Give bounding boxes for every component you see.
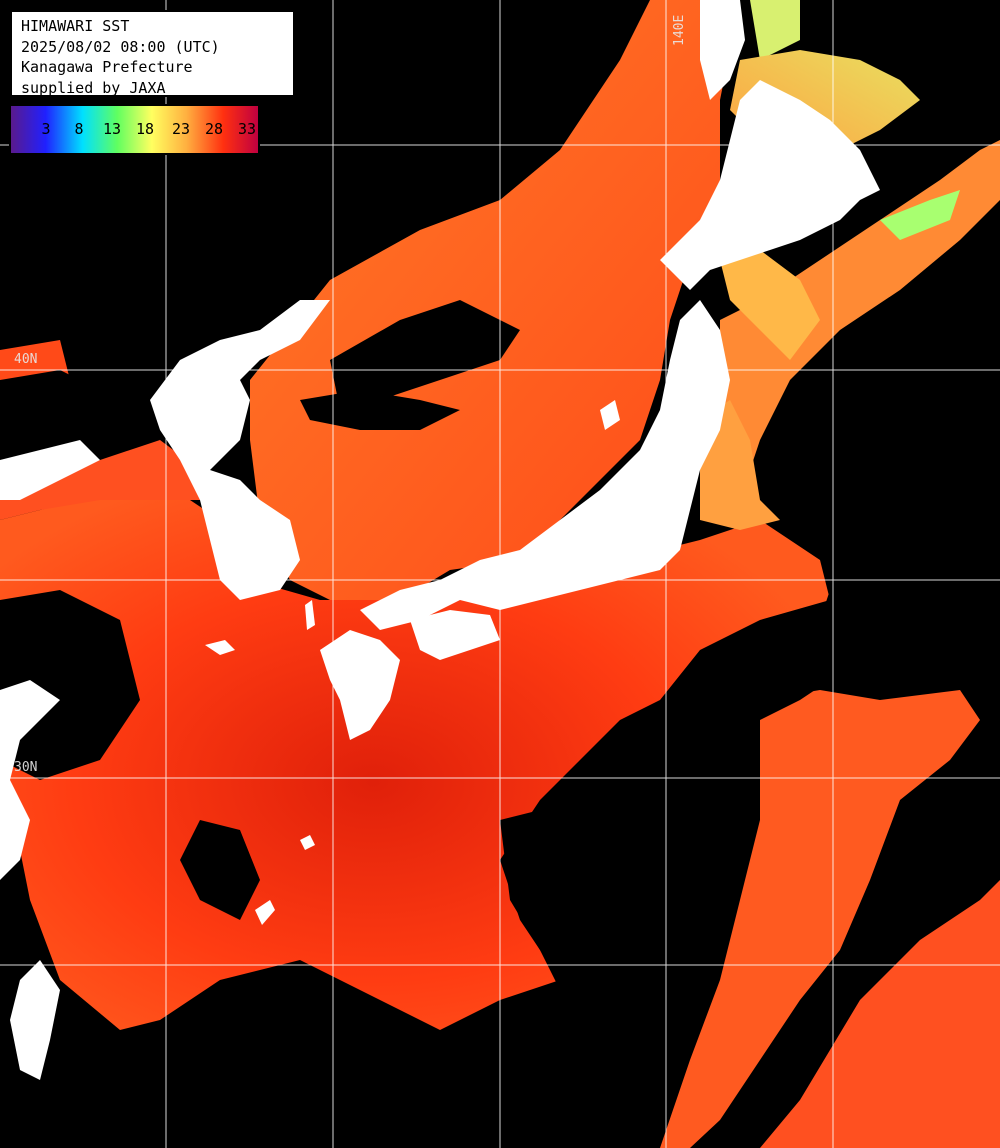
legend-tick-23: 23 <box>171 120 191 138</box>
cloud-patch-5 <box>330 640 860 1148</box>
legend-tick-18: 18 <box>135 120 155 138</box>
legend-tick-28: 28 <box>204 120 224 138</box>
legend-tick-8: 8 <box>74 120 84 138</box>
pacific-east-band <box>700 140 1000 520</box>
pacific-hokkaido-band <box>720 250 820 360</box>
honshu-land <box>360 300 730 630</box>
legend-gradient-bar <box>11 106 258 153</box>
sado-island <box>600 400 620 430</box>
korea-land <box>150 300 330 600</box>
tsushima-island <box>305 600 315 630</box>
hokkaido-land <box>660 80 880 290</box>
legend-tick-33: 33 <box>237 120 257 138</box>
kyushu-land <box>320 630 400 740</box>
credit-text: supplied by JAXA <box>21 78 166 97</box>
region-name: Kanagawa Prefecture <box>21 58 193 76</box>
color-scale-legend: 3 8 13 18 23 28 33 <box>9 104 260 155</box>
pacific-se-band <box>660 690 980 1148</box>
cloud-patch-3 <box>0 590 140 780</box>
product-title: HIMAWARI SST <box>21 17 130 35</box>
amami-island <box>300 835 315 850</box>
label-30n: 30N <box>14 760 38 775</box>
okinawa-island <box>255 900 275 925</box>
info-box: HIMAWARI SST 2025/08/02 08:00 (UTC) Kana… <box>10 10 295 97</box>
cloud-patch-7 <box>0 1040 180 1148</box>
china-land <box>0 440 100 500</box>
sakhalin-land <box>700 0 745 100</box>
jeju-island <box>205 640 235 655</box>
label-140e: 140E <box>672 14 687 46</box>
tohoku-coast-band <box>700 400 780 530</box>
timestamp: 2025/08/02 08:00 (UTC) <box>21 37 220 56</box>
legend-tick-13: 13 <box>102 120 122 138</box>
cloud-patch-2 <box>300 390 460 430</box>
cloud-patch-8 <box>820 480 1000 690</box>
cloud-patch-1 <box>330 300 520 410</box>
legend-tick-3: 3 <box>41 120 51 138</box>
sea-of-japan <box>250 0 740 600</box>
shikoku-land <box>410 610 500 660</box>
cloud-patch-4 <box>0 370 160 470</box>
taiwan-land <box>10 960 60 1080</box>
okhotsk-cool <box>750 0 800 60</box>
legend-labels: 3 8 13 18 23 28 33 <box>11 106 258 153</box>
pacific-se-band-2 <box>760 880 1000 1148</box>
kuril-cool <box>880 190 960 240</box>
cloud-patch-6 <box>180 820 260 920</box>
china-coast-land <box>0 680 60 880</box>
label-40n: 40N <box>14 352 38 367</box>
